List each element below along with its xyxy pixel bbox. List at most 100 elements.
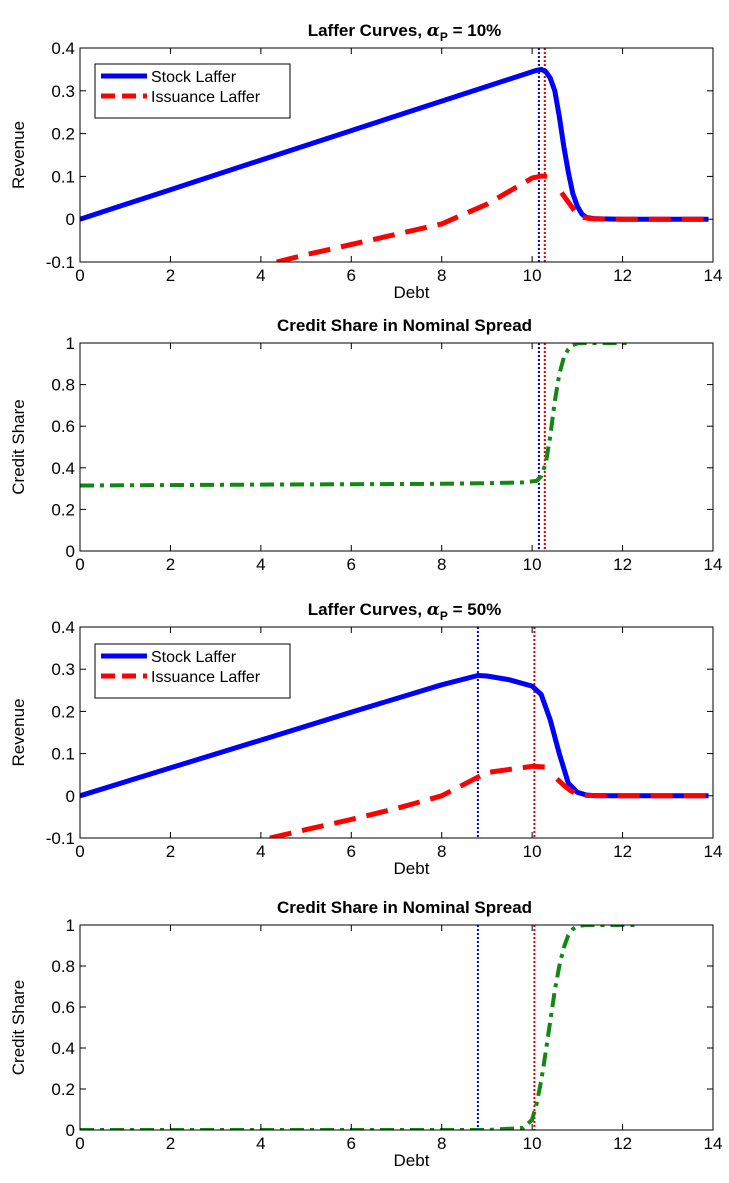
y-tick-label: 0.2 (51, 125, 75, 144)
x-tick-label: 0 (75, 266, 84, 285)
legend-box (94, 643, 291, 699)
chart-title-text: Credit Share in Nominal Spread (277, 316, 532, 335)
chart-title-text: Credit Share in Nominal Spread (277, 898, 532, 917)
x-tick-label: 10 (523, 842, 542, 861)
x-tick-label: 4 (256, 555, 265, 574)
legend-box (94, 63, 291, 119)
x-tick-label: 8 (437, 1134, 446, 1153)
chart-title-suffix: = 50% (448, 600, 501, 619)
series-line-2-2 (559, 191, 709, 222)
x-tick-label: 10 (523, 1134, 542, 1153)
series-line-1-1 (80, 925, 637, 1130)
y-tick-label: 0.1 (51, 745, 75, 764)
axes-box (79, 342, 714, 552)
y-tick-label: 0.4 (51, 459, 75, 478)
x-tick-label: 14 (704, 1134, 723, 1153)
chart-title: Credit Share in Nominal Spread (277, 316, 532, 335)
chart-title: Credit Share in Nominal Spread (277, 898, 532, 917)
x-tick-label: 8 (437, 266, 446, 285)
x-tick-label: 4 (256, 1134, 265, 1153)
x-tick-label: 12 (613, 555, 632, 574)
x-tick-label: 4 (256, 266, 265, 285)
y-axis-label: Revenue (9, 698, 28, 766)
x-tick-label: 8 (437, 555, 446, 574)
x-tick-label: 6 (347, 1134, 356, 1153)
chart-title-suffix: = 10% (448, 21, 501, 40)
y-tick-label: 0.3 (51, 82, 75, 101)
y-tick-label: -0.1 (46, 829, 75, 848)
x-tick-label: 14 (704, 555, 723, 574)
x-axis-label: Debt (394, 283, 430, 302)
x-tick-label: 6 (347, 842, 356, 861)
x-axis-label: Debt (394, 859, 430, 878)
chart-title: Laffer Curves, αP = 10% (308, 21, 502, 44)
chart-title-symbol: α (427, 600, 440, 620)
x-tick-label: 14 (704, 842, 723, 861)
x-tick-label: 2 (166, 555, 175, 574)
legend: Stock Laffer Issuance Laffer (94, 643, 291, 699)
x-tick-label: 2 (166, 1134, 175, 1153)
axes-box (79, 924, 714, 1131)
legend: Stock Laffer Issuance Laffer (94, 63, 291, 119)
y-tick-label: 1 (66, 916, 75, 935)
x-tick-label: 12 (613, 842, 632, 861)
series-line-2-1 (269, 763, 546, 838)
y-tick-label: 0.6 (51, 417, 75, 436)
series-line-1-1 (80, 343, 632, 488)
y-tick-label: 0.4 (51, 618, 75, 637)
x-tick-label: 6 (347, 266, 356, 285)
axes-box (79, 626, 714, 839)
legend-label: Stock Laffer (151, 649, 237, 666)
series-line-2-1 (276, 173, 549, 262)
chart-title-symbol: α (427, 21, 440, 41)
x-tick-label: 0 (75, 842, 84, 861)
y-tick-label: -0.1 (46, 253, 75, 272)
x-tick-label: 10 (523, 266, 542, 285)
chart-title-subscript: P (440, 30, 448, 44)
legend-label: Stock Laffer (151, 69, 237, 86)
y-tick-label: 0.2 (51, 500, 75, 519)
y-tick-label: 0 (66, 1121, 75, 1140)
series-line-2-2 (555, 777, 709, 799)
y-tick-label: 0.6 (51, 998, 75, 1017)
x-tick-label: 6 (347, 555, 356, 574)
chart-title: Laffer Curves, αP = 50% (308, 600, 502, 623)
y-tick-label: 0 (66, 787, 75, 806)
y-tick-label: 0.8 (51, 957, 75, 976)
chart-panel-1: Laffer Curves, αP = 10%0 2 4 6 8 10 12 14-0.100… (9, 21, 722, 302)
y-tick-label: 0.3 (51, 660, 75, 679)
chart-title-subscript: P (440, 609, 448, 623)
x-tick-label: 10 (523, 555, 542, 574)
x-tick-label: 12 (613, 266, 632, 285)
axes-box (79, 47, 714, 263)
chart-title-text: Laffer Curves, (308, 600, 427, 619)
x-tick-label: 2 (166, 266, 175, 285)
x-tick-label: 2 (166, 842, 175, 861)
x-axis-label: Debt (394, 1151, 430, 1170)
y-tick-label: 0.2 (51, 1080, 75, 1099)
x-tick-label: 14 (704, 266, 723, 285)
y-tick-label: 0.1 (51, 167, 75, 186)
legend-label: Issuance Laffer (151, 89, 261, 106)
x-tick-label: 0 (75, 1134, 84, 1153)
chart-title-text: Laffer Curves, (308, 21, 427, 40)
chart-panel-3: Laffer Curves, αP = 50%0 2 4 6 8 10 12 14-0.100… (9, 600, 722, 878)
legend-label: Issuance Laffer (151, 669, 261, 686)
y-tick-label: 0 (66, 542, 75, 561)
y-tick-label: 0.2 (51, 702, 75, 721)
y-axis-label: Revenue (9, 121, 28, 189)
y-tick-label: 0.4 (51, 1039, 75, 1058)
y-axis-label: Credit Share (9, 399, 28, 494)
x-tick-label: 12 (613, 1134, 632, 1153)
x-tick-label: 4 (256, 842, 265, 861)
y-tick-label: 0.8 (51, 376, 75, 395)
y-tick-label: 0 (66, 210, 75, 229)
x-tick-label: 0 (75, 555, 84, 574)
y-axis-label: Credit Share (9, 980, 28, 1075)
y-tick-label: 1 (66, 334, 75, 353)
x-tick-label: 8 (437, 842, 446, 861)
